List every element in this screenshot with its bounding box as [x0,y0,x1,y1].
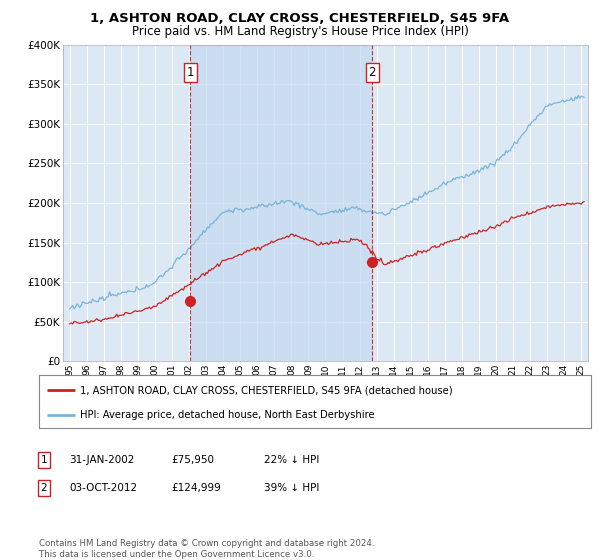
Text: £124,999: £124,999 [171,483,221,493]
Text: 22% ↓ HPI: 22% ↓ HPI [264,455,319,465]
Text: Price paid vs. HM Land Registry's House Price Index (HPI): Price paid vs. HM Land Registry's House … [131,25,469,38]
Text: 03-OCT-2012: 03-OCT-2012 [69,483,137,493]
Text: £75,950: £75,950 [171,455,214,465]
Text: 1: 1 [40,455,47,465]
Text: 2: 2 [368,66,376,79]
Text: 39% ↓ HPI: 39% ↓ HPI [264,483,319,493]
Text: 1, ASHTON ROAD, CLAY CROSS, CHESTERFIELD, S45 9FA (detached house): 1, ASHTON ROAD, CLAY CROSS, CHESTERFIELD… [80,385,453,395]
Text: 2: 2 [40,483,47,493]
Text: HPI: Average price, detached house, North East Derbyshire: HPI: Average price, detached house, Nort… [80,410,375,420]
Text: Contains HM Land Registry data © Crown copyright and database right 2024.
This d: Contains HM Land Registry data © Crown c… [39,539,374,559]
Text: 1, ASHTON ROAD, CLAY CROSS, CHESTERFIELD, S45 9FA: 1, ASHTON ROAD, CLAY CROSS, CHESTERFIELD… [91,12,509,25]
Text: 31-JAN-2002: 31-JAN-2002 [69,455,134,465]
Bar [190,45,373,361]
Text: 1: 1 [187,66,194,79]
